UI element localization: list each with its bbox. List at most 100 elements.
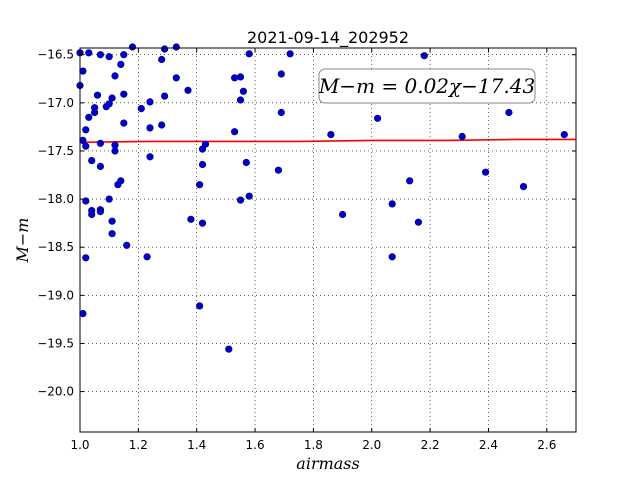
data-point	[146, 153, 154, 161]
data-point	[236, 196, 245, 204]
x-axis-label: airmass	[296, 454, 359, 473]
data-point	[105, 100, 113, 108]
data-point	[187, 215, 195, 223]
data-point	[458, 132, 466, 141]
y-tick-label: −18.5	[37, 240, 74, 254]
data-point	[196, 302, 204, 310]
data-point	[519, 183, 528, 191]
fit-line-layer	[79, 138, 576, 144]
data-point	[172, 74, 180, 82]
y-tick-label: −17.5	[37, 144, 74, 158]
data-point	[242, 158, 250, 167]
data-point	[420, 52, 428, 60]
data-point	[277, 70, 285, 78]
x-tick-label: 2.0	[362, 438, 381, 452]
data-point	[82, 142, 90, 150]
y-tick-label: −19.5	[37, 336, 74, 350]
chart-title: 2021-09-14_202952	[247, 28, 409, 48]
data-point	[82, 126, 90, 134]
data-point	[90, 108, 99, 117]
equation-legend-box	[318, 68, 536, 104]
data-point	[231, 128, 239, 136]
data-point	[245, 50, 253, 58]
data-point	[505, 108, 513, 117]
data-point	[245, 192, 253, 200]
data-point	[414, 218, 423, 226]
data-point	[184, 86, 192, 94]
y-tick-label: −17.0	[37, 96, 74, 110]
ticks: 1.0 1.2 1.4 1.6 1.8 2.0 2.2 2.4 2.6 −16.5 −17.0 −17…	[37, 48, 576, 452]
data-point	[196, 181, 204, 189]
data-point	[96, 51, 104, 59]
data-point	[128, 43, 137, 51]
data-point	[123, 241, 131, 249]
data-point	[105, 195, 113, 203]
data-point	[108, 94, 116, 102]
data-point	[158, 55, 166, 64]
data-point	[374, 114, 382, 122]
x-tick-label: 1.4	[187, 438, 206, 452]
data-point	[286, 50, 294, 58]
data-point	[388, 253, 396, 261]
data-point	[236, 73, 245, 81]
fit-line	[79, 138, 576, 144]
data-point	[82, 197, 90, 205]
data-point	[172, 43, 180, 51]
data-point	[105, 53, 113, 61]
data-point	[239, 87, 247, 95]
points-layer	[76, 43, 568, 353]
data-point	[120, 51, 128, 59]
equation-legend: M−m = 0.02χ−17.43	[318, 68, 536, 104]
x-tick-label: 2.2	[421, 438, 440, 452]
data-point	[327, 131, 335, 139]
x-tick-label: 1.8	[304, 438, 323, 452]
x-tick-label: 2.6	[537, 438, 556, 452]
data-point	[146, 98, 154, 106]
data-point	[111, 72, 119, 80]
y-tick-label: −16.5	[37, 48, 74, 62]
data-point	[79, 310, 87, 318]
equation-text: M−m = 0.02χ−17.43	[318, 74, 535, 98]
x-tick-label: 1.0	[70, 438, 89, 452]
x-tick-label: 1.2	[129, 438, 148, 452]
y-tick-label: −18.0	[37, 192, 74, 206]
data-point	[137, 104, 145, 113]
x-tick-label: 1.6	[246, 438, 265, 452]
data-point	[339, 210, 347, 219]
data-point	[117, 177, 125, 185]
x-tick-label: 2.4	[479, 438, 498, 452]
data-point	[93, 91, 102, 99]
data-point	[201, 140, 210, 148]
data-point	[158, 121, 166, 129]
data-point	[482, 168, 490, 176]
data-point	[198, 219, 207, 227]
data-point	[111, 141, 119, 149]
data-point	[388, 200, 396, 208]
y-tick-label: −20.0	[37, 385, 74, 399]
data-point	[108, 230, 116, 238]
data-point	[274, 166, 283, 174]
data-point	[108, 217, 116, 225]
y-axis-label: M−m	[13, 218, 32, 264]
data-point	[120, 90, 128, 98]
data-point	[79, 67, 87, 75]
data-point	[236, 96, 245, 104]
data-point	[96, 208, 104, 216]
grid	[80, 48, 576, 432]
data-point	[146, 124, 154, 132]
data-point	[85, 113, 93, 121]
data-point	[225, 345, 233, 353]
data-point	[231, 74, 239, 82]
data-point	[120, 119, 128, 127]
data-point	[161, 92, 169, 100]
data-point	[96, 162, 104, 170]
data-point	[198, 160, 207, 169]
data-point	[406, 177, 414, 185]
data-point	[560, 131, 568, 139]
data-point	[85, 49, 93, 57]
plot-frame	[79, 47, 577, 433]
data-point	[82, 254, 90, 262]
data-point	[117, 60, 125, 69]
data-point	[143, 253, 151, 261]
